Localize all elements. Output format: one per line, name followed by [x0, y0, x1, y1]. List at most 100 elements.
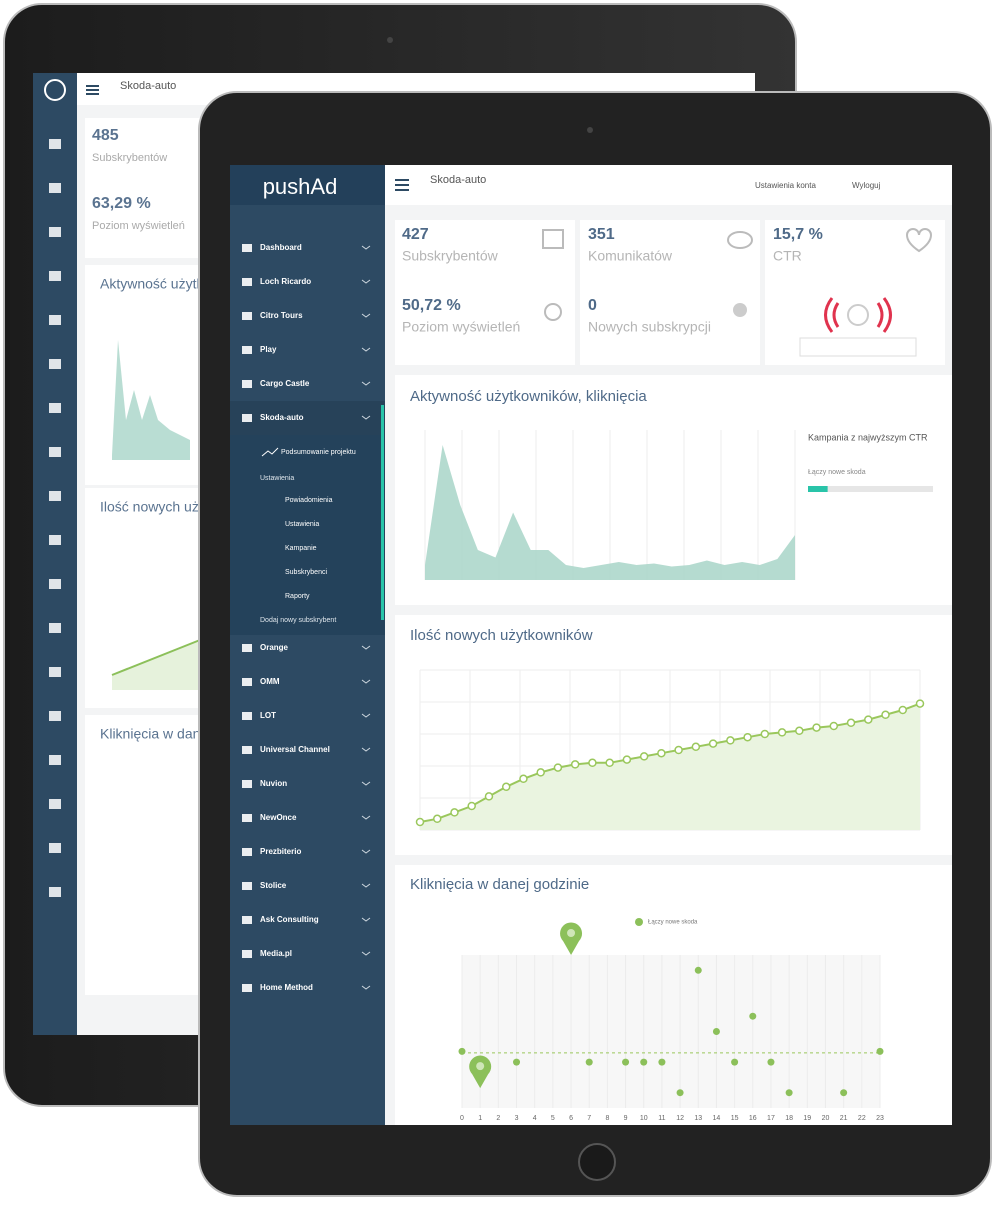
- menu-icon: [242, 380, 252, 388]
- point: [785, 1089, 793, 1097]
- menu-icon: [242, 312, 252, 320]
- menu-icon: [242, 780, 252, 788]
- stats-card: [395, 220, 575, 365]
- point: [812, 723, 821, 732]
- menu-item: LOT: [260, 711, 276, 720]
- submenu-group: Ustawienia: [260, 475, 294, 482]
- header-link[interactable]: Ustawienia konta: [755, 181, 816, 190]
- menu-item: Media.pl: [260, 949, 292, 958]
- point: [458, 1047, 466, 1055]
- camera: [387, 37, 393, 43]
- x-tick-label: 19: [803, 1115, 811, 1122]
- x-tick-label: 5: [551, 1115, 555, 1122]
- stat-value: 427: [402, 226, 429, 243]
- card-title: Ilość nowych użytkowników: [410, 627, 593, 644]
- logo-icon: [44, 79, 66, 101]
- point: [657, 748, 666, 758]
- point: [501, 782, 511, 792]
- chevron: [361, 747, 371, 752]
- x-tick-label: 6: [569, 1115, 573, 1122]
- chevron: [361, 313, 371, 318]
- point: [484, 792, 494, 801]
- point: [829, 721, 839, 731]
- point: [767, 1058, 775, 1066]
- header-title: Skoda-auto: [120, 80, 176, 92]
- x-tick-label: 12: [676, 1115, 684, 1122]
- header-link[interactable]: Wyloguj: [852, 181, 881, 190]
- point: [640, 1058, 648, 1066]
- x-tick-label: 1: [478, 1115, 482, 1122]
- x-tick-label: 17: [767, 1115, 775, 1122]
- menu-item: Ask Consulting: [260, 915, 319, 924]
- menu-item: Loch Ricardo: [260, 277, 311, 286]
- stat-value: 15,7 %: [773, 226, 823, 243]
- pin: [560, 922, 583, 955]
- area: [420, 703, 920, 830]
- chevron: [361, 815, 371, 820]
- chevron: [361, 917, 371, 922]
- nav-icon: [49, 359, 61, 369]
- x-tick-label: 2: [496, 1115, 500, 1122]
- menu-icon: [242, 712, 252, 720]
- chevron: [361, 245, 371, 250]
- stat-label: Komunikatów: [588, 248, 673, 264]
- nav-icon: [49, 667, 61, 677]
- stat-label: Subskrybentów: [92, 152, 167, 164]
- point: [708, 739, 718, 748]
- chevron: [361, 985, 371, 990]
- menu-item: Stolice: [260, 881, 287, 890]
- menu-icon: [242, 848, 252, 856]
- nav-icon: [49, 711, 61, 721]
- pin-dot: [476, 1062, 485, 1071]
- nav-icon: [49, 623, 61, 633]
- point: [795, 726, 804, 736]
- x-tick-label: 15: [731, 1115, 739, 1122]
- area: [112, 340, 190, 460]
- nav-icon: [49, 755, 61, 765]
- chevron: [361, 381, 371, 386]
- menu-icon: [86, 85, 99, 95]
- card-title: Aktywność użytkowników, kliknięcia: [410, 388, 647, 405]
- active-bar: [381, 405, 384, 620]
- submenu-bg: [230, 435, 385, 635]
- menu-item: Dashboard: [260, 243, 302, 252]
- menu-icon: [242, 984, 252, 992]
- x-tick-label: 22: [858, 1115, 866, 1122]
- submenu-add: Dodaj nowy subskrybent: [260, 617, 336, 624]
- menu-icon: [242, 346, 252, 354]
- point: [588, 758, 597, 768]
- point: [694, 966, 702, 974]
- select[interactable]: [799, 337, 917, 357]
- chevron: [361, 849, 371, 854]
- menu-icon: [242, 414, 252, 422]
- front-screen: pushAd Dashboard Loch Ricardo Citro Tours Pl…: [230, 165, 952, 1125]
- menu-icon: [242, 278, 252, 286]
- point: [760, 729, 770, 739]
- menu-item: Orange: [260, 643, 289, 652]
- x-tick-label: 7: [587, 1115, 591, 1122]
- nav-icon: [49, 491, 61, 501]
- point: [450, 808, 459, 817]
- line: [111, 639, 201, 676]
- progress-label: Łączy nowe skoda: [808, 469, 866, 476]
- menu-icon[interactable]: [395, 179, 409, 191]
- logo: pushAd: [263, 174, 338, 199]
- stat-value: 485: [92, 127, 119, 144]
- menu-icon: [242, 882, 252, 890]
- x-tick-label: 8: [605, 1115, 609, 1122]
- home-button[interactable]: [578, 1143, 616, 1181]
- camera: [587, 127, 593, 133]
- stat-icon: [905, 228, 933, 253]
- x-tick-label: 0: [460, 1115, 464, 1122]
- broadcast-icon: [824, 297, 892, 333]
- progress-fill: [808, 486, 828, 492]
- point: [712, 1028, 720, 1035]
- menu-item: Play: [260, 345, 277, 354]
- point: [691, 742, 701, 752]
- x-tick-label: 10: [640, 1115, 648, 1122]
- logo-area: [230, 165, 385, 205]
- x-tick-label: 20: [822, 1115, 830, 1122]
- stat-icon: [542, 229, 564, 249]
- point: [915, 699, 925, 708]
